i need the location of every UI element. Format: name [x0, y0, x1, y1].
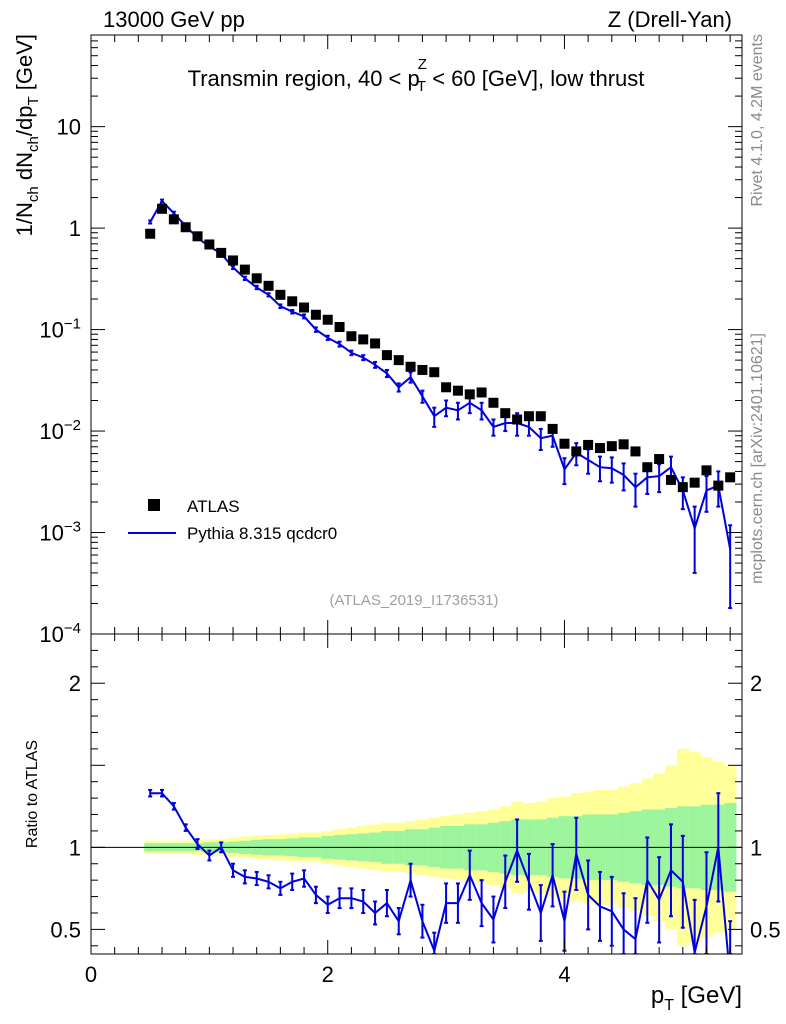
data-point	[370, 338, 381, 349]
data-point	[263, 280, 274, 291]
data-point	[571, 446, 582, 457]
data-point	[204, 239, 215, 250]
y-tick-label: 10	[57, 115, 81, 140]
y-tick-label: 1	[69, 216, 81, 241]
mcplots-note: mcplots.cern.ch [arXiv:2401.10621]	[749, 333, 766, 584]
data-point	[334, 322, 345, 333]
legend-marker-data	[148, 499, 160, 511]
x-tick-label: 2	[322, 962, 334, 987]
data-point	[429, 367, 440, 378]
data-point	[488, 397, 499, 408]
data-point	[322, 314, 333, 325]
data-point	[452, 385, 463, 396]
y-tick-label: 10−1	[39, 316, 81, 343]
ratio-y-axis-label: Ratio to ATLAS	[24, 740, 41, 848]
x-axis-label: pT [GeV]	[651, 982, 742, 1014]
y-tick-label: 10−3	[39, 519, 81, 546]
data-point	[618, 439, 629, 450]
data-point	[701, 465, 712, 476]
data-point	[275, 289, 286, 300]
y-axis-label: 1/Nch dNch/dpT [GeV]	[12, 34, 42, 236]
data-point	[725, 472, 736, 483]
data-point	[677, 482, 688, 493]
ratio-data	[91, 748, 742, 954]
ratio-tick-label: 2	[69, 671, 81, 696]
analysis-reference: (ATLAS_2019_I1736531)	[329, 592, 498, 609]
ratio-mc-line	[150, 792, 729, 954]
data-point	[381, 350, 392, 361]
data-point	[654, 454, 665, 465]
data-point	[310, 309, 321, 320]
y-tick-label: 10−4	[39, 620, 81, 647]
data-point	[358, 334, 369, 345]
data-point	[441, 382, 452, 393]
data-point	[559, 438, 570, 449]
main-frame	[90, 34, 743, 635]
data-point	[500, 408, 511, 419]
header-right: Z (Drell-Yan)	[608, 7, 732, 32]
data-point	[228, 255, 239, 266]
data-point	[665, 474, 676, 485]
ratio-tick-label: 1	[69, 835, 81, 860]
ratio-tick-label-right: 1	[750, 835, 762, 860]
data-point	[630, 446, 641, 457]
data-point	[405, 361, 416, 372]
chart-title: Transmin region, 40 < pZ T < 60 [GeV], lo…	[188, 56, 645, 95]
data-point	[583, 439, 594, 450]
data-point	[299, 302, 310, 313]
data-point	[393, 355, 404, 366]
data-point	[606, 441, 617, 452]
data-point	[594, 443, 605, 454]
data-point	[168, 214, 179, 225]
data-point	[216, 247, 227, 258]
data-point	[689, 477, 700, 488]
annotations: 0 2 4 10 1 10−1 10−2 10−3 10−4 2 2 1 1 0.5 0.5 13000 Ge…	[12, 7, 781, 1014]
ratio-tick-label-right: 2	[750, 671, 762, 696]
data-point	[547, 423, 558, 434]
data-point	[476, 387, 487, 398]
data-point	[464, 389, 475, 400]
data-point	[192, 231, 203, 242]
header-left: 13000 GeV pp	[103, 7, 245, 32]
rivet-version-note: Rivet 4.1.0, 4.2M events	[749, 34, 766, 207]
data-point	[251, 273, 262, 284]
mc-line	[149, 199, 732, 550]
data-point	[157, 203, 168, 214]
data-point	[713, 480, 724, 491]
data-point	[512, 414, 523, 425]
ratio-frame	[90, 633, 743, 955]
data-point	[535, 411, 546, 422]
data-point	[346, 331, 357, 342]
data-point	[287, 296, 298, 307]
legend-label-mc: Pythia 8.315 qcdcr0	[187, 524, 337, 543]
data-point	[523, 411, 534, 422]
main-plot	[90, 34, 743, 635]
data-point	[145, 228, 156, 239]
data-point	[642, 462, 653, 473]
data-point	[180, 222, 191, 233]
data-point	[239, 264, 250, 275]
y-tick-label: 10−2	[39, 417, 81, 444]
data-point	[417, 364, 428, 375]
x-tick-label: 4	[558, 962, 570, 987]
ratio-plot	[90, 633, 743, 955]
ratio-tick-label-right: 0.5	[750, 917, 781, 942]
x-tick-label: 0	[85, 962, 97, 987]
ratio-tick-label: 0.5	[50, 917, 81, 942]
legend-label-data: ATLAS	[187, 497, 240, 516]
